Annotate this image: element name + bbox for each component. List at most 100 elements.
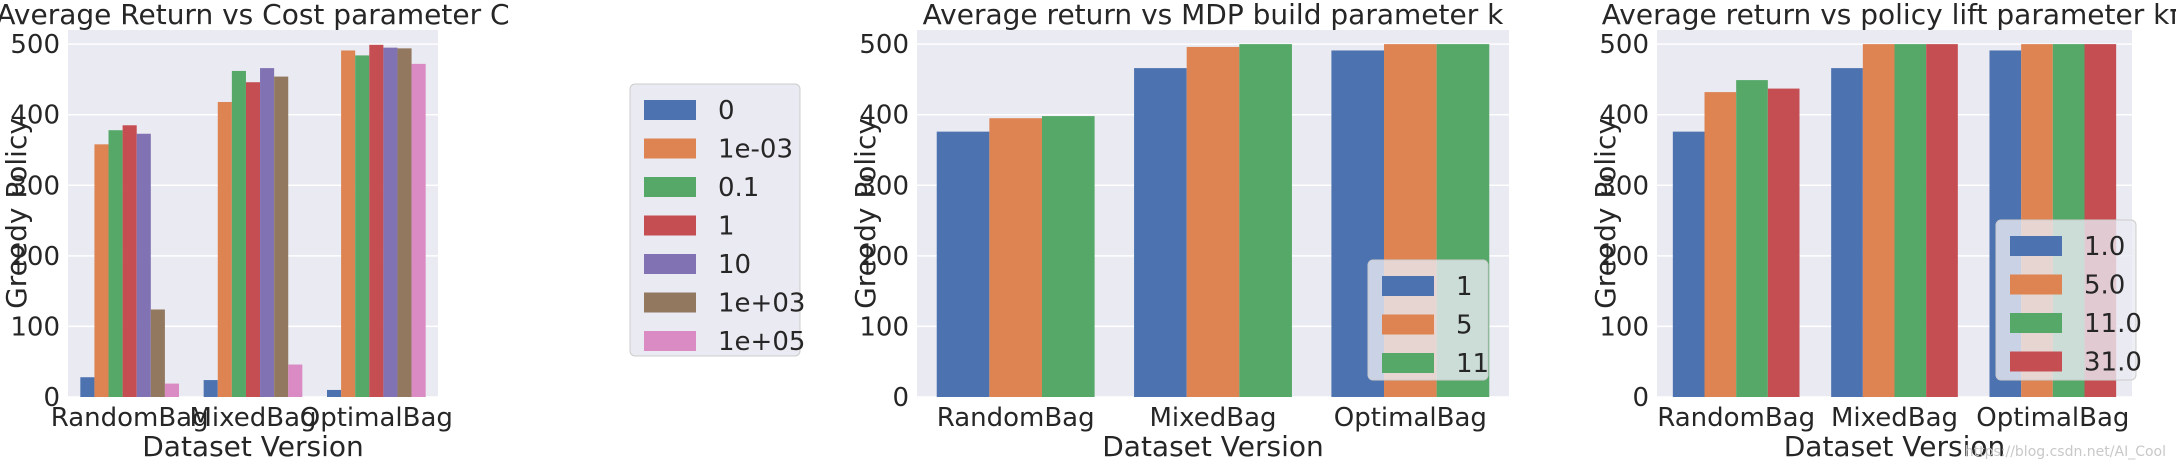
- legend-swatch: [1382, 314, 1434, 335]
- legend-box: [1995, 219, 2137, 381]
- bar: [80, 377, 95, 397]
- x-axis-label: Dataset Version: [1784, 430, 2006, 463]
- bar: [1704, 92, 1737, 397]
- legend-label: 1: [1456, 272, 1473, 302]
- legend-swatch: [644, 138, 696, 159]
- x-tick-label: RandomBag: [1657, 403, 1815, 433]
- bar: [1767, 88, 1800, 397]
- legend-swatch: [2010, 274, 2062, 295]
- bar: [1862, 44, 1895, 397]
- y-tick-label: 400: [1599, 101, 1649, 131]
- bar: [231, 70, 246, 397]
- bar: [1186, 46, 1240, 397]
- bar: [1894, 44, 1927, 397]
- y-tick-label: 200: [10, 242, 60, 272]
- bar: [1926, 44, 1958, 397]
- x-tick-label: OptimalBag: [1976, 403, 2129, 433]
- bar: [108, 130, 123, 397]
- chart-title: Average return vs policy lift parameter …: [1602, 0, 2176, 31]
- legend-label: 5: [1456, 311, 1473, 341]
- legend-label: 1e+05: [718, 327, 805, 357]
- x-tick-label: MixedBag: [189, 403, 316, 433]
- bar: [164, 383, 179, 397]
- legend-label: 11.0: [2084, 309, 2142, 339]
- chart-panel-1: 0 100 200 300 400 500 RandomBagMixedBagOptimal…: [0, 0, 805, 463]
- legend-swatch: [644, 331, 696, 351]
- legend-label: 5.0: [2084, 271, 2125, 301]
- bar: [260, 68, 275, 397]
- bar: [397, 48, 412, 397]
- y-tick-label: 100: [859, 312, 909, 342]
- x-tick-label: MixedBag: [1149, 403, 1276, 433]
- y-axis-label: Greedy Policy: [849, 118, 882, 309]
- bar: [150, 309, 165, 397]
- y-tick-label: 400: [10, 101, 60, 131]
- y-tick-label: 100: [1599, 312, 1649, 342]
- y-tick-label: 0: [1632, 383, 1649, 413]
- bar: [203, 380, 218, 397]
- y-axis-label: Greedy Policy: [0, 118, 33, 309]
- bar: [1672, 131, 1705, 397]
- bar: [1041, 116, 1095, 397]
- y-tick-label: 300: [1599, 171, 1649, 201]
- bar: [1239, 44, 1292, 397]
- legend-label: 0: [718, 96, 735, 126]
- legend-swatch: [2010, 236, 2062, 256]
- x-tick-label: RandomBag: [51, 403, 209, 433]
- legend-swatch: [1382, 353, 1434, 373]
- y-tick-label: 200: [859, 242, 909, 272]
- bar: [1134, 68, 1187, 397]
- y-tick-label: 500: [1599, 30, 1649, 60]
- y-tick-label: 400: [859, 101, 909, 131]
- bar: [245, 82, 261, 397]
- legend-swatch: [644, 254, 696, 274]
- bar: [136, 133, 151, 397]
- bar: [369, 44, 384, 397]
- y-axis-label: Greedy Policy: [1589, 118, 1622, 309]
- bar: [936, 131, 990, 397]
- bar: [94, 144, 109, 397]
- y-tick-label: 500: [859, 30, 909, 60]
- legend-swatch: [644, 177, 696, 197]
- x-tick-label: OptimalBag: [1334, 403, 1487, 433]
- bar: [411, 63, 426, 397]
- chart-panel-3: 0 100 200 300 400 500 RandomBag MixedBag Optimal…: [1589, 0, 2176, 463]
- bar: [288, 364, 303, 397]
- chart-title: Average Return vs Cost parameter C: [0, 0, 510, 31]
- chart-panel-2: 0 100 200 300 400 500 RandomBag MixedBag Optimal…: [849, 0, 1509, 463]
- legend-swatch: [644, 292, 696, 313]
- bar: [217, 101, 232, 397]
- chart-title: Average return vs MDP build parameter k: [923, 0, 1504, 31]
- y-tick-label: 300: [10, 171, 60, 201]
- legend-label: 10: [718, 250, 751, 280]
- bar: [1831, 68, 1863, 397]
- x-axis-label: Dataset Version: [142, 430, 364, 463]
- bar: [327, 389, 342, 397]
- legend-label: 0.1: [718, 173, 759, 203]
- bar: [341, 50, 356, 397]
- bar: [274, 76, 289, 397]
- legend-label: 1.0: [2084, 232, 2125, 262]
- bar: [122, 125, 137, 398]
- watermark: https://blog.csdn.net/AI_Cool: [1964, 444, 2166, 460]
- x-tick-label: RandomBag: [937, 403, 1095, 433]
- legend-swatch: [2010, 351, 2062, 372]
- legend-swatch: [1382, 276, 1434, 296]
- legend-label: 1: [718, 212, 735, 242]
- bar: [355, 55, 370, 398]
- x-tick-label: OptimalBag: [300, 403, 453, 433]
- bar: [383, 47, 398, 398]
- legend-label: 1e-03: [718, 135, 793, 165]
- y-tick-label: 100: [10, 312, 60, 342]
- bar: [989, 118, 1042, 397]
- legend-swatch: [644, 215, 696, 236]
- legend-label: 11: [1456, 349, 1489, 379]
- y-tick-label: 200: [1599, 242, 1649, 272]
- legend-label: 31.0: [2084, 348, 2142, 378]
- legend-label: 1e+03: [718, 289, 805, 319]
- y-tick-label: 300: [859, 171, 909, 201]
- y-tick-label: 500: [10, 30, 60, 60]
- x-tick-label: MixedBag: [1831, 403, 1958, 433]
- legend-swatch: [644, 100, 696, 120]
